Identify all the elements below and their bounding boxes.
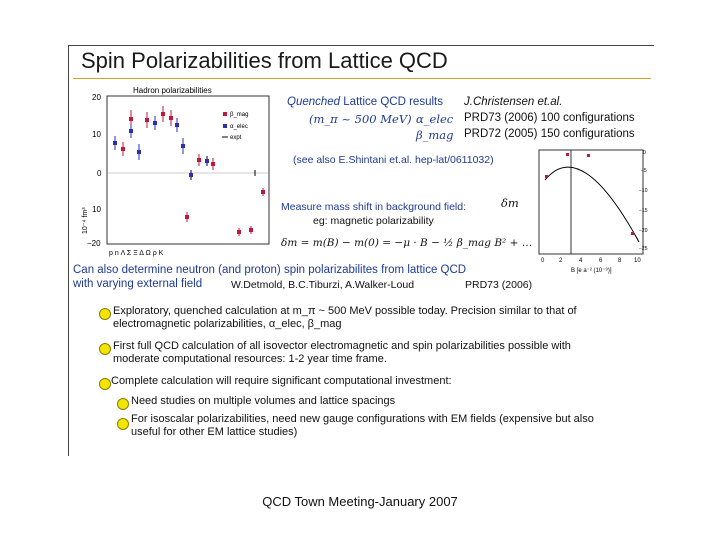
- left-ytick: 10: [92, 205, 101, 214]
- right-ytick: −10: [639, 188, 648, 194]
- sub-bullet-text: Need studies on multiple volumes and lat…: [131, 395, 395, 408]
- quenched-ref-prd73: PRD73 (2006) 100 configurations: [464, 112, 635, 124]
- right-ytick: −15: [639, 208, 648, 214]
- bullet-text: Complete calculation will require signif…: [111, 375, 452, 388]
- bullet-marker: [99, 343, 111, 355]
- neutron-ref: PRD73 (2006): [465, 279, 533, 291]
- slide-footer: QCD Town Meeting-January 2007: [262, 494, 458, 509]
- point: [261, 190, 265, 194]
- legend-alpha-marker: [223, 124, 227, 128]
- fit-point: [566, 153, 569, 156]
- hadron-data-points: [113, 106, 265, 236]
- sub-bullet-line: Need studies on multiple volumes and lat…: [131, 395, 396, 407]
- quenched-heading-italic: Quenched: [287, 96, 341, 108]
- point: [169, 116, 173, 120]
- background-field-line1: Measure mass shift in background field:: [281, 201, 467, 213]
- point: [129, 117, 133, 121]
- neutron-line1: Can also determine neutron (and proton) …: [73, 264, 467, 276]
- sub-bullet-text: For isoscalar polarizabilities, need new…: [131, 413, 594, 439]
- left-ytick: 0: [97, 169, 102, 178]
- sub-bullet-marker: [117, 418, 129, 430]
- point: [161, 112, 165, 116]
- bullet-line: Complete calculation will require signif…: [111, 375, 452, 387]
- sub-bullet-line: useful for other EM lattice studies): [131, 426, 298, 438]
- point: [205, 159, 209, 163]
- neutron-authors: W.Detmold, B.C.Tiburzi, A.Walker-Loud: [231, 279, 415, 291]
- right-xtick: 0: [541, 258, 545, 264]
- legend-alpha: α_elec: [230, 124, 248, 130]
- point: [137, 150, 141, 154]
- bullet-line: Exploratory, quenched calculation at m_π…: [113, 305, 577, 317]
- quenched-beta: β_mag: [416, 128, 454, 142]
- background-field-equation: δm = m(B) − m(0) = −μ · B − ½ β_mag B² +…: [281, 237, 533, 249]
- quenched-ref-authors: J.Christensen et.al.: [464, 96, 563, 108]
- legend-expt: expt: [230, 135, 242, 141]
- bullet-line: moderate computational resources: 1-2 ye…: [113, 353, 387, 365]
- left-ytick: 20: [92, 93, 101, 102]
- fit-point: [587, 154, 590, 157]
- left-ytick: 10: [92, 130, 101, 139]
- left-xtick-labels: p n Λ Σ Ξ Δ Ω ρ K: [109, 250, 164, 257]
- right-xtick: 4: [579, 258, 583, 264]
- right-chart-frame: [538, 149, 644, 255]
- bullet-text: First full QCD calculation of all isovec…: [113, 340, 571, 366]
- bullet-marker: [99, 308, 111, 320]
- quenched-mass: (m_π ~ 500 MeV): [309, 112, 412, 126]
- neutron-line2: with varying external field: [73, 278, 203, 290]
- fit-point: [631, 232, 634, 235]
- left-ytick: −20: [87, 239, 101, 248]
- left-chart-title: Hadron polarizabilities: [133, 86, 212, 95]
- point: [175, 123, 179, 127]
- mass-shift-fit-curve: [544, 166, 640, 243]
- right-xtick: 2: [559, 258, 563, 264]
- legend-beta-marker: [223, 112, 227, 116]
- quenched-heading-rest: Lattice QCD results: [340, 96, 443, 108]
- point: [249, 228, 253, 232]
- left-chart-frame: [106, 95, 270, 245]
- sub-bullet-line: For isoscalar polarizabilities, need new…: [131, 413, 594, 425]
- right-ytick: 0: [643, 150, 646, 156]
- point: [113, 141, 117, 145]
- fit-point: [545, 175, 548, 178]
- quenched-alpha: α_elec: [416, 112, 454, 126]
- bullet-line: electromagnetic polarizabilities, α_elec…: [113, 318, 342, 330]
- point: [211, 162, 215, 166]
- right-ytick: −5: [641, 168, 647, 174]
- hadron-polarizabilities-chart: Hadron polarizabilities 10⁻⁴ fm³ 20 10 0…: [82, 86, 270, 257]
- point: [145, 118, 149, 122]
- point: [197, 158, 201, 162]
- sub-bullet-marker: [117, 398, 129, 410]
- slide-frame: Spin Polarizabilities from Lattice QCD H…: [68, 45, 654, 456]
- quenched-ref-prd72: PRD72 (2005) 150 configurations: [464, 128, 635, 140]
- right-xtick: 10: [634, 258, 641, 264]
- quenched-heading: Quenched Lattice QCD results: [287, 96, 443, 108]
- mass-shift-chart: 0 −5 −10 −15 −20 −25 0 2 4 6 8 10 B [e a…: [538, 149, 648, 274]
- point: [189, 173, 193, 177]
- title-divider: [73, 78, 651, 79]
- point: [181, 144, 185, 148]
- bullet-line: First full QCD calculation of all isovec…: [113, 340, 571, 352]
- right-xtick: 8: [618, 258, 622, 264]
- point: [121, 147, 125, 151]
- point: [185, 215, 189, 219]
- point: [237, 230, 241, 234]
- right-ytick: −25: [639, 246, 648, 252]
- legend-beta: β_mag: [230, 112, 248, 118]
- delta-m-label: δm: [501, 196, 519, 210]
- see-also-note: (see also E.Shintani et.al. hep-lat/0611…: [293, 154, 494, 166]
- right-chart-xlabel: B [e a⁻² (10⁻⁹)]: [571, 267, 612, 274]
- left-chart-ylabel: 10⁻⁴ fm³: [82, 207, 89, 234]
- background-field-line2: eg: magnetic polarizability: [313, 215, 434, 227]
- bullet-marker: [99, 378, 111, 390]
- right-xtick: 6: [599, 258, 603, 264]
- point: [153, 121, 157, 125]
- slide-title: Spin Polarizabilities from Lattice QCD: [81, 48, 448, 73]
- point: [129, 129, 133, 133]
- right-ytick: −20: [639, 228, 648, 234]
- bullet-text: Exploratory, quenched calculation at m_π…: [113, 305, 577, 331]
